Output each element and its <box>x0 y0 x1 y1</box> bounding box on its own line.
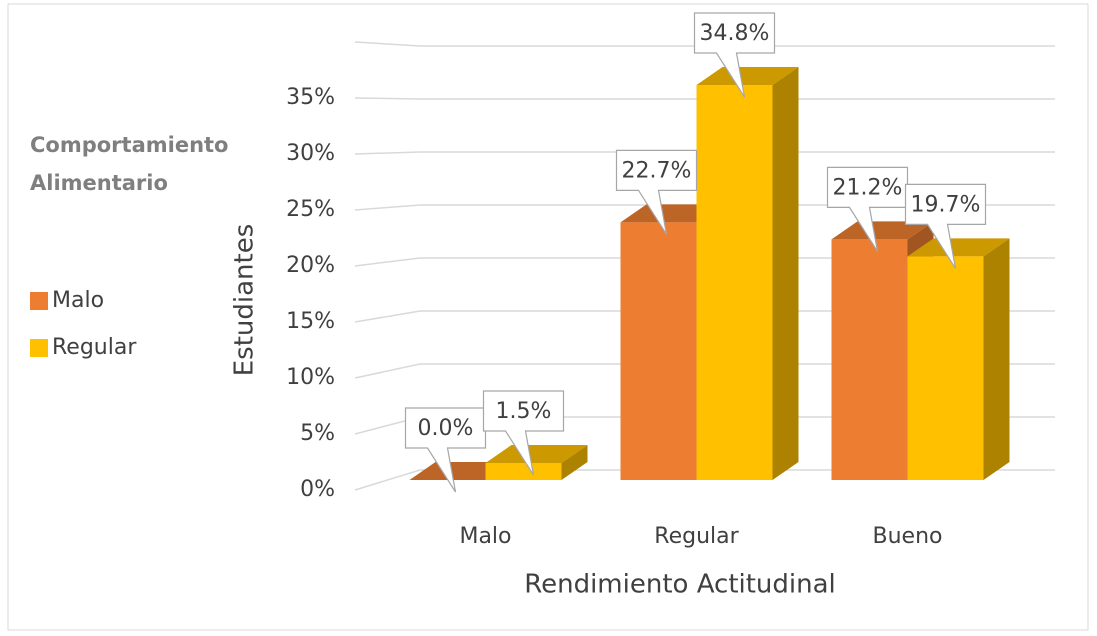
y-tick-label: 25% <box>286 197 335 222</box>
bar <box>620 222 697 481</box>
bar-side <box>772 67 799 481</box>
legend-entry: Malo <box>30 288 104 313</box>
y-tick-label: 10% <box>286 365 335 390</box>
y-axis-label: Estudiantes <box>230 224 260 377</box>
y-tick-label: 5% <box>300 421 335 446</box>
data-label: 19.7% <box>911 192 981 217</box>
x-tick-label: Bueno <box>873 524 943 549</box>
data-label: 1.5% <box>496 399 552 424</box>
legend-label: Regular <box>52 335 137 360</box>
y-tick-label: 15% <box>286 309 335 334</box>
x-tick-label: Malo <box>459 524 511 549</box>
bar-top <box>485 444 588 463</box>
grid-line <box>354 151 1055 155</box>
bar-top <box>696 67 799 86</box>
bar <box>831 239 908 480</box>
bar-side <box>561 444 588 480</box>
y-tick-label: 30% <box>286 141 335 166</box>
y-tick-label: 20% <box>286 253 335 278</box>
x-tick-label: Regular <box>654 524 739 549</box>
data-label: 21.2% <box>833 175 903 200</box>
data-label-callout <box>904 183 987 269</box>
chart-border <box>7 3 1089 631</box>
legend: Comportamiento Alimentario Malo Regular <box>30 126 260 360</box>
data-label-callout <box>826 166 909 252</box>
bar <box>907 256 984 480</box>
grid-line <box>354 97 1055 100</box>
data-label: 34.8% <box>700 21 770 46</box>
data-label-callout <box>482 390 565 476</box>
bar-side <box>983 238 1010 480</box>
legend-entry: Regular <box>30 335 136 360</box>
data-label-callout <box>615 149 698 235</box>
bar-top <box>907 238 1010 257</box>
legend-title: Comportamiento Alimentario <box>30 133 229 195</box>
legend-label: Malo <box>52 288 105 313</box>
bar-top <box>831 221 934 240</box>
data-label: 22.7% <box>622 158 692 183</box>
x-axis-label: Rendimiento Actitudinal <box>524 570 836 600</box>
bar <box>696 85 773 481</box>
y-tick-label: 0% <box>300 477 335 502</box>
legend-swatch <box>30 291 48 310</box>
data-label-callout <box>693 12 776 98</box>
legend-swatch <box>30 338 48 357</box>
bar <box>485 462 562 480</box>
y-tick-label: 35% <box>286 85 335 110</box>
wall-edge <box>354 41 1055 47</box>
data-label: 0.0% <box>418 416 474 441</box>
